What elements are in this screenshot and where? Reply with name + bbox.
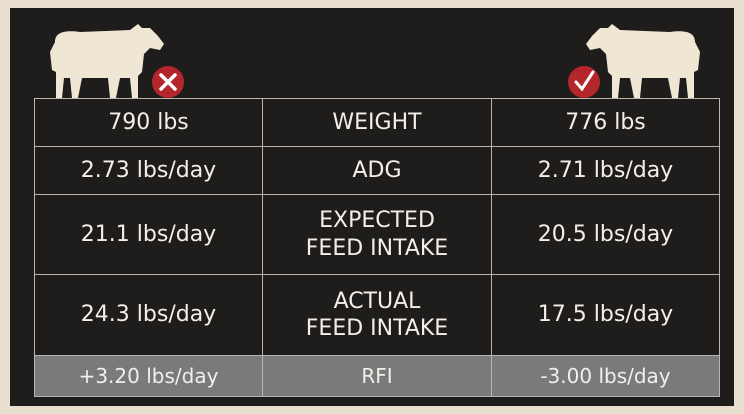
metric-value: 2.71 lbs/day xyxy=(492,147,720,195)
metric-value: 20.5 lbs/day xyxy=(492,195,720,275)
cross-badge xyxy=(152,66,184,98)
check-badge xyxy=(568,66,600,98)
metric-value: 24.3 lbs/day xyxy=(35,275,263,356)
metric-value: 2.73 lbs/day xyxy=(35,147,263,195)
metric-value: 790 lbs xyxy=(35,99,263,147)
metric-label: ACTUAL FEED INTAKE xyxy=(263,275,492,356)
metric-value: 21.1 lbs/day xyxy=(35,195,263,275)
metric-value: 776 lbs xyxy=(492,99,720,147)
metric-label: WEIGHT xyxy=(263,99,492,147)
cow-left xyxy=(50,24,164,98)
metric-value: -3.00 lbs/day xyxy=(492,356,720,397)
cow-right xyxy=(586,24,700,98)
metric-value: +3.20 lbs/day xyxy=(35,356,263,397)
metric-label: ADG xyxy=(263,147,492,195)
metric-label: RFI xyxy=(263,356,492,397)
metric-label: EXPECTED FEED INTAKE xyxy=(263,195,492,275)
page: 790 lbsWEIGHT776 lbs2.73 lbs/dayADG2.71 … xyxy=(0,0,744,414)
metric-value: 17.5 lbs/day xyxy=(492,275,720,356)
